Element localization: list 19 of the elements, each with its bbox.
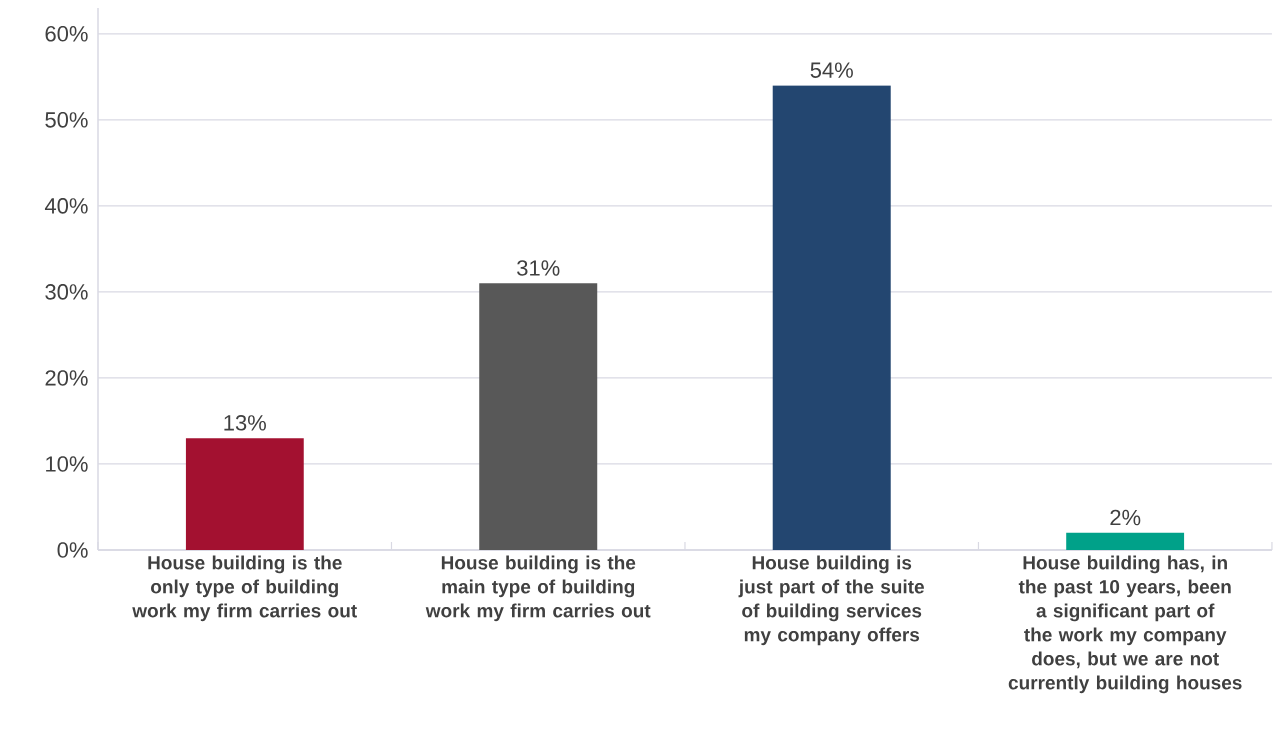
y-tick-label: 0% bbox=[57, 542, 88, 558]
y-tick-label: 40% bbox=[44, 198, 88, 214]
x-tick-label: House building is just part of the suite of building services my company offers bbox=[738, 555, 924, 646]
bar bbox=[185, 438, 304, 550]
x-tick-label: House building is the main type of building work my firm carries out bbox=[425, 555, 651, 622]
y-tick-label: 50% bbox=[45, 112, 88, 128]
data-label: 13% bbox=[224, 415, 266, 431]
y-tick-label: 20% bbox=[45, 370, 88, 386]
x-tick-label: House building has, in the past 10 years, been a significant part of the work my company does, but we are not currently building houses bbox=[1008, 555, 1242, 694]
bar bbox=[1066, 532, 1185, 550]
data-label: 31% bbox=[517, 260, 560, 276]
y-tick-label: 30% bbox=[45, 284, 88, 300]
bar bbox=[479, 283, 598, 550]
y-tick-label: 60% bbox=[45, 26, 88, 42]
bar bbox=[772, 85, 891, 550]
y-tick-label: 10% bbox=[46, 456, 88, 472]
data-label: 54% bbox=[810, 62, 853, 78]
data-label: 2% bbox=[1110, 509, 1141, 526]
x-tick-label: House building is the only type of building work my firm carries out bbox=[132, 555, 357, 622]
